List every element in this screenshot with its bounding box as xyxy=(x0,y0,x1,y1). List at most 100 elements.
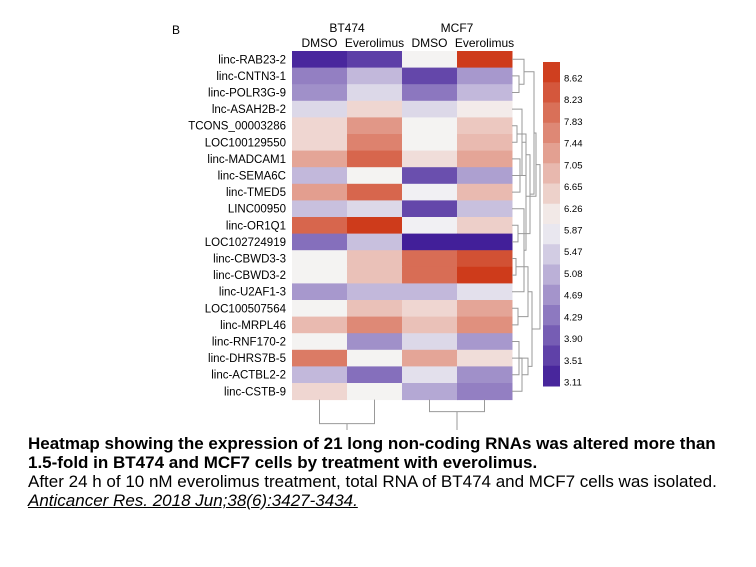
heatmap-cell xyxy=(347,266,403,284)
legend-swatch xyxy=(543,305,560,326)
heatmap-cell xyxy=(292,283,348,301)
heatmap-cell xyxy=(292,233,348,251)
heatmap-cell xyxy=(402,100,458,118)
heatmap-cell xyxy=(347,383,403,401)
legend-swatch xyxy=(543,143,560,164)
heatmap-cell xyxy=(457,100,513,118)
legend-tick-label: 3.90 xyxy=(564,334,583,345)
row-dendrogram xyxy=(512,58,541,392)
heatmap-figure: B BT474 MCF7 DMSO Everolimus DMSO Everolimus… xyxy=(172,21,583,430)
heatmap-cell xyxy=(292,167,348,185)
heatmap-cell xyxy=(402,383,458,401)
heatmap-cell xyxy=(347,316,403,334)
heatmap-cell xyxy=(457,316,513,334)
heatmap-cell xyxy=(457,183,513,201)
heatmap-cell xyxy=(347,250,403,268)
heatmap-cell xyxy=(457,300,513,318)
heatmap-cell xyxy=(457,383,513,401)
citation-link[interactable]: Anticancer Res. 2018 Jun;38(6):3427-3434… xyxy=(28,491,358,510)
legend-tick-label: 7.05 xyxy=(564,160,583,171)
legend-tick-label: 8.62 xyxy=(564,74,583,85)
heatmap-cell xyxy=(457,366,513,384)
heatmap-cell xyxy=(402,67,458,85)
heatmap-cell xyxy=(292,84,348,102)
heatmap-cell xyxy=(457,84,513,102)
heatmap-cell xyxy=(292,366,348,384)
dendrogram-branch xyxy=(512,58,525,85)
row-label: LOC100129550 xyxy=(205,137,286,149)
heatmap-cell xyxy=(292,300,348,318)
heatmap-cell xyxy=(347,349,403,367)
heatmap-cell xyxy=(347,150,403,168)
heatmap-cell xyxy=(347,51,403,69)
legend-tick-label: 3.51 xyxy=(564,356,583,367)
heatmap-cell xyxy=(402,117,458,135)
legend-swatch xyxy=(543,122,560,144)
heatmap-cell xyxy=(402,134,458,152)
legend-swatch xyxy=(543,244,560,265)
heatmap-cell xyxy=(402,183,458,201)
heatmap-cell xyxy=(292,266,348,284)
legend-tick-label: 8.23 xyxy=(564,95,583,106)
dendrogram-branch xyxy=(528,291,533,367)
row-label: linc-RAB23-2 xyxy=(218,54,286,66)
column-label: DMSO xyxy=(302,36,338,50)
heatmap-cell xyxy=(402,316,458,334)
heatmap-cell xyxy=(402,167,458,185)
row-label: lnc-ASAH2B-2 xyxy=(212,104,286,116)
heatmap-cell xyxy=(347,217,403,235)
heatmap-cell xyxy=(347,233,403,251)
group-label: MCF7 xyxy=(441,21,474,35)
heatmap-cell xyxy=(292,51,348,69)
heatmap-cell xyxy=(292,134,348,152)
legend-tick-label: 3.11 xyxy=(564,378,582,389)
heatmap-cell xyxy=(402,51,458,69)
heatmap-cell xyxy=(457,200,513,218)
row-label: linc-MADCAM1 xyxy=(207,154,286,166)
legend-tick-label: 6.65 xyxy=(564,182,583,193)
row-label: linc-OR1Q1 xyxy=(226,220,286,232)
heatmap-cell xyxy=(347,100,403,118)
row-label: linc-ACTBL2-2 xyxy=(211,370,286,382)
legend-swatch xyxy=(543,102,560,124)
dendrogram-branch xyxy=(346,411,458,430)
heatmap-cell xyxy=(347,67,403,85)
legend-tick-label: 4.29 xyxy=(564,312,583,323)
heatmap-cell xyxy=(292,333,348,351)
legend-swatch xyxy=(543,183,560,205)
heatmap-cell xyxy=(292,183,348,201)
heatmap-cell xyxy=(457,67,513,85)
heatmap-cell xyxy=(402,217,458,235)
heatmap-cell xyxy=(402,200,458,218)
heatmap-cell xyxy=(292,250,348,268)
heatmap-cell xyxy=(457,117,513,135)
legend-tick-label: 5.47 xyxy=(564,247,583,258)
heatmap-cell xyxy=(457,134,513,152)
heatmap-cell xyxy=(457,150,513,168)
legend-swatch xyxy=(543,325,560,346)
heatmap-cell xyxy=(457,283,513,301)
column-dendrogram xyxy=(319,399,485,430)
heatmap-cell xyxy=(347,167,403,185)
legend-swatch xyxy=(543,163,560,184)
row-label: linc-RNF170-2 xyxy=(212,337,286,349)
heatmap-cell xyxy=(347,300,403,318)
legend-swatch xyxy=(543,345,560,367)
heatmap-cell xyxy=(402,283,458,301)
heatmap-cell xyxy=(292,200,348,218)
heatmap-cell xyxy=(402,333,458,351)
heatmap-cell xyxy=(347,333,403,351)
legend-swatch xyxy=(543,284,560,306)
row-label: linc-CBWD3-3 xyxy=(213,254,286,266)
caption-text: After 24 h of 10 nM everolimus treatment… xyxy=(28,472,717,491)
heatmap-cell xyxy=(457,349,513,367)
group-label: BT474 xyxy=(329,21,365,35)
heatmap-cell xyxy=(457,217,513,235)
heatmap-cells xyxy=(292,51,513,401)
row-label: linc-POLR3G-9 xyxy=(208,88,286,100)
row-label: linc-DHRS7B-5 xyxy=(208,353,286,365)
heatmap-cell xyxy=(292,349,348,367)
heatmap-cell xyxy=(402,150,458,168)
legend-tick-label: 5.08 xyxy=(564,269,583,280)
legend-swatch xyxy=(543,203,560,225)
